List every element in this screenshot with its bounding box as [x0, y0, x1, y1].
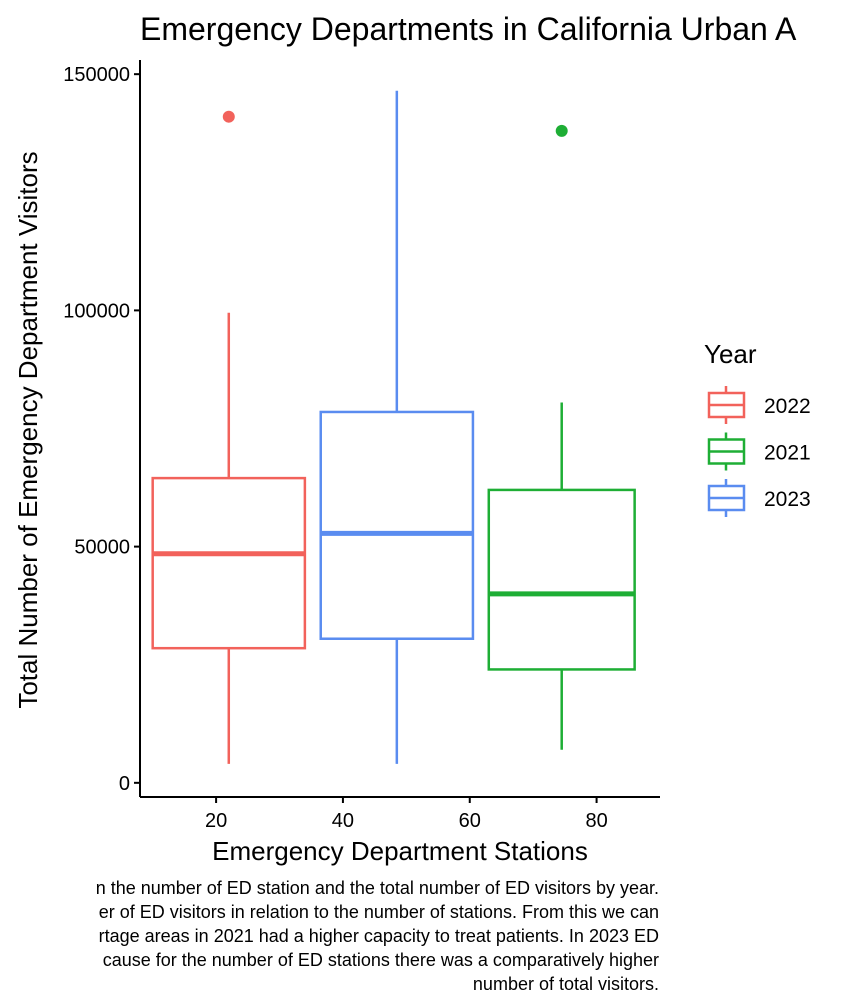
iqr-box: [487, 488, 636, 671]
caption-line: n the number of ED station and the total…: [95, 878, 659, 898]
boxplot-chart: Emergency Departments in California Urba…: [13, 11, 811, 866]
caption-line: cause for the number of ED stations ther…: [102, 950, 659, 970]
legend-item-2023: 2023: [707, 479, 811, 517]
legend-label: 2022: [764, 395, 811, 418]
caption-line: number of total visitors.: [472, 974, 659, 994]
figure-caption: n the number of ED station and the total…: [0, 876, 659, 996]
chart-title: Emergency Departments in California Urba…: [140, 11, 797, 47]
y-tick-label: 100000: [63, 300, 130, 322]
iqr-box: [319, 410, 475, 640]
x-axis-label: Emergency Department Stations: [212, 836, 588, 866]
y-tick-label: 50000: [74, 537, 130, 559]
x-tick-label: 20: [205, 810, 227, 832]
outlier-point: [555, 124, 568, 137]
x-tick-label: 40: [332, 810, 354, 832]
x-tick-label: 80: [585, 810, 607, 832]
iqr-box: [151, 476, 307, 650]
box-series-2022: [151, 110, 307, 764]
box-series-2021: [487, 124, 636, 750]
legend-item-2021: 2021: [707, 432, 811, 471]
y-tick-label: 0: [119, 773, 130, 795]
legend-label: 2023: [764, 488, 811, 511]
y-axis-label: Total Number of Emergency Department Vis…: [13, 151, 43, 708]
x-tick-label: 60: [459, 810, 481, 832]
legend-item-2022: 2022: [707, 386, 811, 424]
legend-title: Year: [704, 339, 757, 369]
outlier-point: [222, 110, 235, 123]
caption-line: er of ED visitors in relation to the num…: [98, 902, 659, 922]
caption-line: rtage areas in 2021 had a higher capacit…: [98, 926, 659, 946]
y-tick-label: 150000: [63, 64, 130, 86]
legend-label: 2021: [764, 442, 811, 465]
box-series-2023: [319, 90, 475, 764]
